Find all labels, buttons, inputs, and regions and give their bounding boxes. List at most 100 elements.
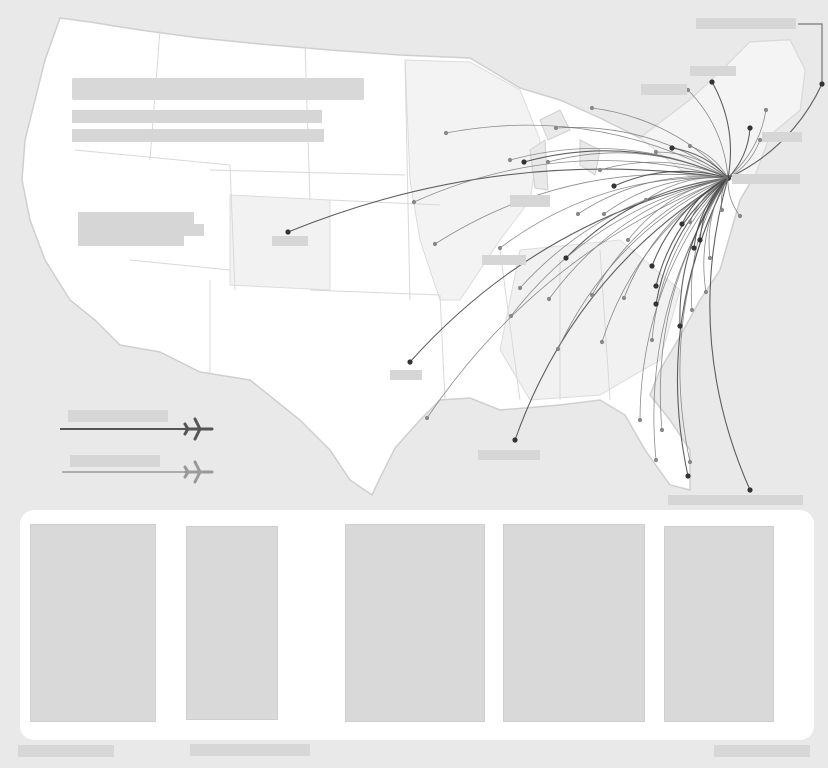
city-marker[interactable] [703,289,709,295]
city-marker[interactable] [737,213,743,219]
city-marker[interactable] [601,211,607,217]
city-label [668,495,803,505]
footer-credit-center [190,744,310,756]
route-line [591,177,729,296]
city-marker[interactable] [677,323,683,329]
city-label [272,236,308,246]
city-marker[interactable] [589,292,595,298]
thumbnail-1[interactable] [30,524,156,722]
city-marker[interactable] [747,125,753,131]
city-label [510,195,550,207]
city-marker[interactable] [443,130,449,136]
city-marker[interactable] [685,473,691,479]
city-marker[interactable] [649,263,655,269]
footer-credit-right [714,745,810,757]
route-line [445,124,729,179]
city-marker[interactable] [707,255,713,261]
route-line [655,151,729,179]
city-marker[interactable] [432,241,438,247]
city-marker[interactable] [649,337,655,343]
state-borders [74,29,611,401]
route-line [557,177,729,350]
city-marker[interactable] [691,245,697,251]
region-label-west-3 [78,236,184,246]
route-line [679,177,729,327]
city-marker[interactable] [679,221,685,227]
city-marker[interactable] [697,237,703,243]
thumbnail-4[interactable] [503,524,645,722]
city-marker[interactable] [521,159,527,165]
city-marker[interactable] [285,229,291,235]
route-line [514,177,729,441]
city-marker[interactable] [709,79,715,85]
city-marker[interactable] [589,105,595,111]
footer-credit-left [18,745,114,757]
city-label [482,255,526,265]
city-marker[interactable] [757,137,763,143]
map-subtitle-line-2 [72,129,324,142]
route-line [601,177,729,343]
city-marker[interactable] [507,157,513,163]
city-marker[interactable] [411,199,417,205]
city-marker[interactable] [508,313,514,319]
city-marker[interactable] [407,359,413,365]
thumbnail-3[interactable] [345,524,485,722]
city-marker[interactable] [719,207,725,213]
thumbnail-5[interactable] [664,526,774,722]
city-marker[interactable] [555,346,561,352]
thumbnail-2[interactable] [186,526,278,720]
city-marker[interactable] [575,211,581,217]
southeast-region-shade [499,239,681,401]
city-marker[interactable] [763,107,769,113]
route-line [287,168,729,233]
map-title [72,78,364,100]
city-marker[interactable] [687,143,693,149]
city-marker[interactable] [689,307,695,313]
city-marker[interactable] [747,487,753,493]
route-line [689,145,729,179]
route-line [434,173,729,245]
map-subtitle-line-1 [72,110,322,123]
city-marker[interactable] [819,81,825,87]
city-marker[interactable] [669,145,675,151]
route-line [627,177,729,241]
city-marker[interactable] [546,296,552,302]
top-right-callout-label [696,18,796,29]
city-marker[interactable] [687,219,693,225]
city-marker[interactable] [621,295,627,301]
city-marker[interactable] [597,167,603,173]
route-line [409,177,729,363]
route-line [693,177,729,249]
route-line [720,177,729,211]
city-marker[interactable] [545,159,551,165]
city-marker[interactable] [611,183,617,189]
city-marker[interactable] [424,415,430,421]
city-marker[interactable] [517,285,523,291]
city-marker[interactable] [653,301,659,307]
legend-label-secondary [70,455,160,467]
city-marker[interactable] [497,245,503,251]
route-line [519,177,729,289]
route-line [727,127,751,179]
city-marker[interactable] [512,437,518,443]
route-line [653,177,729,461]
city-marker[interactable] [553,125,559,131]
city-label [390,370,422,380]
city-marker[interactable] [637,417,643,423]
city-marker[interactable] [687,459,693,465]
route-line [499,177,729,249]
airplane-icon [183,417,214,441]
city-marker[interactable] [659,427,665,433]
city-marker[interactable] [653,457,659,463]
city-marker[interactable] [653,283,659,289]
route-line [709,177,751,491]
callout-bracket [798,23,823,84]
city-marker[interactable] [563,255,569,261]
city-marker[interactable] [643,197,649,203]
route-line [547,152,729,179]
route-line [599,161,729,179]
route-line [510,177,729,317]
city-marker[interactable] [653,149,659,155]
city-marker[interactable] [625,237,631,243]
city-marker[interactable] [599,339,605,345]
